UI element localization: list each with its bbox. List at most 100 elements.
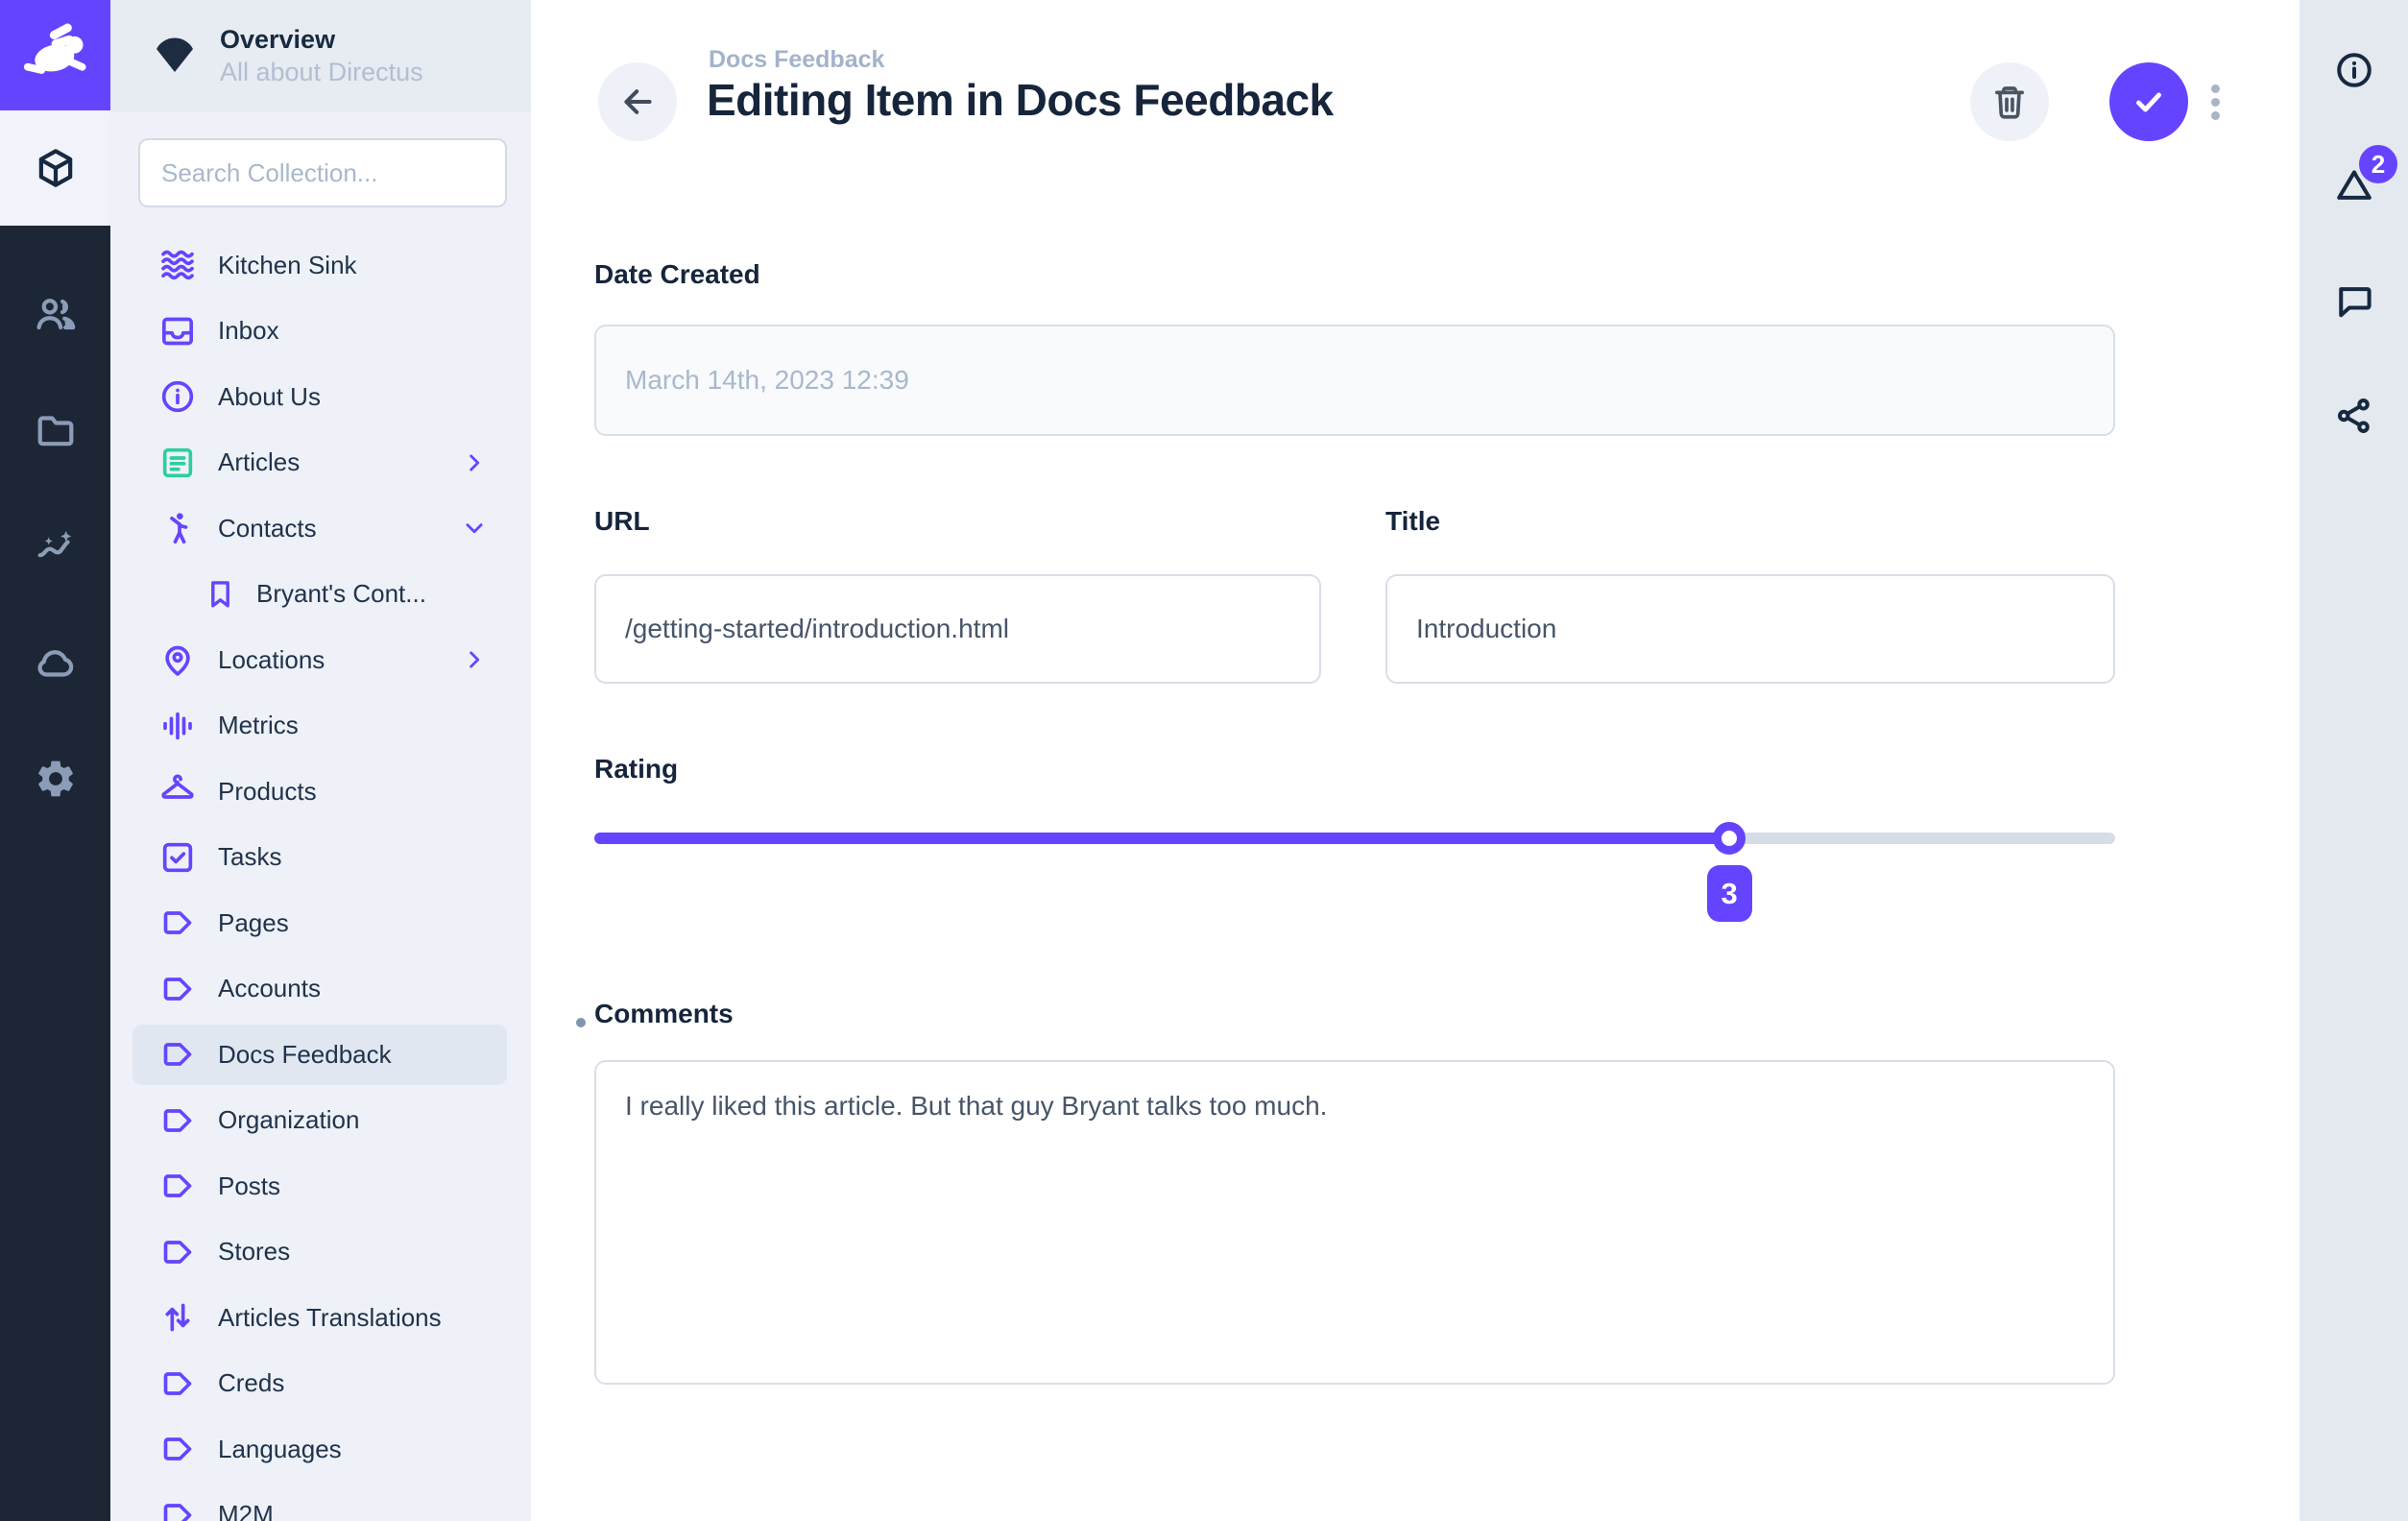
title-input[interactable] <box>1385 574 2115 684</box>
page-header: Docs Feedback Editing Item in Docs Feedb… <box>531 0 2300 163</box>
settings-icon <box>34 757 78 801</box>
save-item-button[interactable] <box>2109 62 2188 141</box>
date-created-label: Date Created <box>594 259 760 289</box>
chevron-down-icon[interactable] <box>460 514 489 543</box>
chevron-right-icon[interactable] <box>460 448 489 477</box>
navigation-sidebar: Overview All about Directus Kitchen Sink… <box>110 0 531 1521</box>
project-title: Overview <box>220 24 336 54</box>
more-options-button[interactable] <box>2196 68 2234 135</box>
project-subtitle: All about Directus <box>220 57 423 86</box>
sidebar-item-label: Products <box>218 776 317 806</box>
kebab-dot <box>2210 84 2220 93</box>
comment-icon <box>2333 279 2375 322</box>
info-icon <box>158 377 197 416</box>
sidebar-item-pages[interactable]: Pages <box>110 890 531 956</box>
module-rail <box>0 0 110 1521</box>
eq-icon <box>158 707 197 745</box>
sidebar-item-tasks[interactable]: Tasks <box>110 825 531 891</box>
revisions-icon <box>2333 164 2375 206</box>
tag-icon <box>158 1496 197 1521</box>
search-collection-input[interactable] <box>138 138 507 207</box>
sidebar-item-docs-feedback[interactable]: Docs Feedback <box>110 1022 531 1088</box>
inbox-icon <box>158 312 197 350</box>
module-insights-button[interactable] <box>0 488 110 604</box>
sidebar-item-posts[interactable]: Posts <box>110 1153 531 1219</box>
sidebar-item-label: M2M <box>218 1500 274 1521</box>
rating-slider-fill <box>594 833 1729 844</box>
waves-icon <box>158 246 197 284</box>
sidebar-share-button[interactable] <box>2300 358 2408 473</box>
sidebar-item-m2m[interactable]: M2M <box>110 1483 531 1521</box>
sidebar-item-contacts[interactable]: Contacts <box>110 495 531 562</box>
sidebar-item-label: Accounts <box>218 974 321 1003</box>
tag-icon <box>158 970 197 1008</box>
comments-textarea[interactable]: I really liked this article. But that gu… <box>594 1060 2115 1385</box>
sidebar-item-label: Organization <box>218 1105 360 1135</box>
item-sidebar-rail: 2 <box>2300 0 2408 1521</box>
module-people-button[interactable] <box>0 255 110 372</box>
rating-slider-handle[interactable] <box>1712 822 1746 855</box>
sidebar-item-metrics[interactable]: Metrics <box>110 693 531 760</box>
sidebar-item-articles-translations[interactable]: Articles Translations <box>110 1285 531 1351</box>
module-folder-button[interactable] <box>0 372 110 488</box>
sidebar-item-label: Locations <box>218 644 325 674</box>
cloud-icon <box>34 640 78 685</box>
sidebar-item-accounts[interactable]: Accounts <box>110 956 531 1023</box>
collection-list: Kitchen Sink Inbox About Us Articles Contact… <box>110 232 531 1521</box>
module-content-button[interactable] <box>0 110 110 226</box>
sidebar-item-kitchen-sink[interactable]: Kitchen Sink <box>110 232 531 299</box>
box-icon <box>34 146 78 190</box>
folder-icon <box>34 408 78 452</box>
rating-slider-track[interactable]: 3 <box>594 822 2115 922</box>
project-header[interactable]: Overview All about Directus <box>110 0 531 112</box>
sidebar-item-inbox[interactable]: Inbox <box>110 299 531 365</box>
sidebar-item-products[interactable]: Products <box>110 759 531 825</box>
back-button[interactable] <box>598 62 677 141</box>
chevron-right-icon[interactable] <box>460 645 489 674</box>
swap-icon <box>158 1298 197 1337</box>
sidebar-item-label: Bryant's Cont... <box>256 579 426 609</box>
sidebar-item-languages[interactable]: Languages <box>110 1416 531 1483</box>
sidebar-info-button[interactable] <box>2300 12 2408 128</box>
share-icon <box>2333 395 2375 437</box>
date-created-input[interactable] <box>594 325 2115 436</box>
checkbox-icon <box>158 838 197 877</box>
directus-logo-button[interactable] <box>0 0 110 110</box>
rating-value-badge: 3 <box>1706 865 1752 922</box>
sidebar-item-label: Creds <box>218 1368 285 1398</box>
tag-icon <box>158 1035 197 1074</box>
arrow-left-icon <box>618 83 657 121</box>
sidebar-revisions-button[interactable]: 2 <box>2300 128 2408 243</box>
tag-icon <box>158 1430 197 1468</box>
sidebar-comment-button[interactable] <box>2300 243 2408 358</box>
sidebar-item-locations[interactable]: Locations <box>110 627 531 693</box>
sidebar-item-articles[interactable]: Articles <box>110 430 531 496</box>
people-icon <box>34 292 78 336</box>
url-label: URL <box>594 506 650 536</box>
module-settings-button[interactable] <box>0 720 110 836</box>
sidebar-item-label: Docs Feedback <box>218 1039 392 1069</box>
sidebar-item-label: Inbox <box>218 316 279 346</box>
sidebar-item-about-us[interactable]: About Us <box>110 364 531 430</box>
pin-icon <box>158 640 197 679</box>
person-icon <box>158 509 197 547</box>
breadcrumb[interactable]: Docs Feedback <box>709 46 885 73</box>
tag-icon <box>158 1101 197 1140</box>
module-cloud-button[interactable] <box>0 604 110 720</box>
tag-icon <box>158 1167 197 1205</box>
rating-label: Rating <box>594 754 679 784</box>
title-label: Title <box>1385 506 1441 536</box>
delete-item-button[interactable] <box>1970 62 2049 141</box>
bookmark-icon <box>203 576 238 612</box>
module-rail-dark <box>0 226 110 1521</box>
notification-badge: 2 <box>2355 141 2401 187</box>
sidebar-item-creds[interactable]: Creds <box>110 1351 531 1417</box>
tag-icon <box>158 1233 197 1271</box>
sidebar-item-stores[interactable]: Stores <box>110 1219 531 1286</box>
url-input[interactable] <box>594 574 1321 684</box>
sidebar-item-organization[interactable]: Organization <box>110 1088 531 1154</box>
sidebar-item-bryant-s-cont[interactable]: Bryant's Cont... <box>110 562 531 628</box>
sidebar-item-label: Articles <box>218 447 301 477</box>
main-content: Docs Feedback Editing Item in Docs Feedb… <box>531 0 2300 1521</box>
sidebar-item-label: Posts <box>218 1171 281 1200</box>
